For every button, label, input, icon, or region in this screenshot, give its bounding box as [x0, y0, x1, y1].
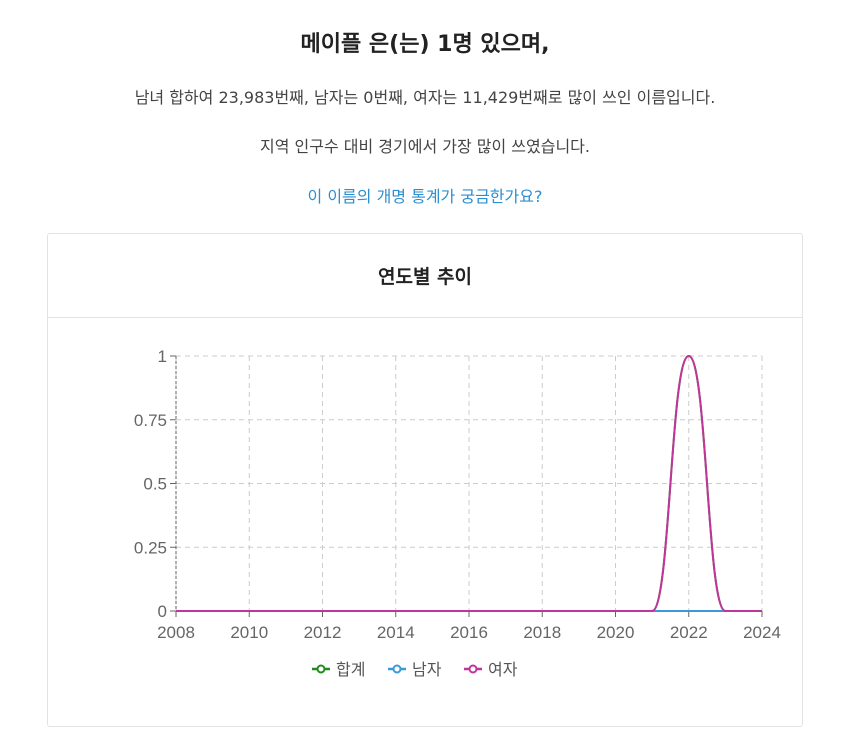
- legend-marker-icon: [316, 664, 326, 674]
- x-tick-label: 2014: [377, 623, 415, 642]
- rank-summary: 남녀 합하여 23,983번째, 남자는 0번째, 여자는 11,429번째로 …: [134, 88, 716, 107]
- x-tick-label: 2018: [523, 623, 561, 642]
- legend-item-male[interactable]: 남자: [412, 660, 442, 679]
- rename-stats-link[interactable]: 이 이름의 개명 통계가 궁금한가요?: [307, 187, 543, 206]
- y-tick-label: 0.75: [134, 411, 167, 430]
- y-tick-label: 0.5: [143, 475, 167, 494]
- legend-item-female[interactable]: 여자: [488, 660, 518, 679]
- headline: 메이플 은(는) 1명 있으며,: [300, 32, 550, 57]
- card-title: 연도별 추이: [377, 266, 472, 288]
- x-tick-label: 2010: [230, 623, 268, 642]
- y-tick-label: 1: [158, 347, 167, 366]
- y-tick-label: 0.25: [134, 538, 167, 557]
- card-header: 연도별 추이: [48, 234, 802, 318]
- x-tick-label: 2022: [670, 623, 708, 642]
- yearly-trend-card: 연도별 추이: [47, 233, 803, 727]
- legend-marker-icon: [468, 664, 478, 674]
- y-tick-label: 0: [158, 602, 167, 621]
- legend-item-total[interactable]: 합계: [336, 660, 365, 679]
- legend-marker-icon: [392, 664, 402, 674]
- x-tick-label: 2020: [597, 623, 635, 642]
- x-tick-label: 2008: [157, 623, 195, 642]
- x-tick-label: 2012: [304, 623, 342, 642]
- region-summary: 지역 인구수 대비 경기에서 가장 많이 쓰였습니다.: [259, 137, 590, 156]
- x-tick-label: 2016: [450, 623, 488, 642]
- series-female-line: [176, 354, 762, 612]
- x-tick-label: 2024: [743, 623, 781, 642]
